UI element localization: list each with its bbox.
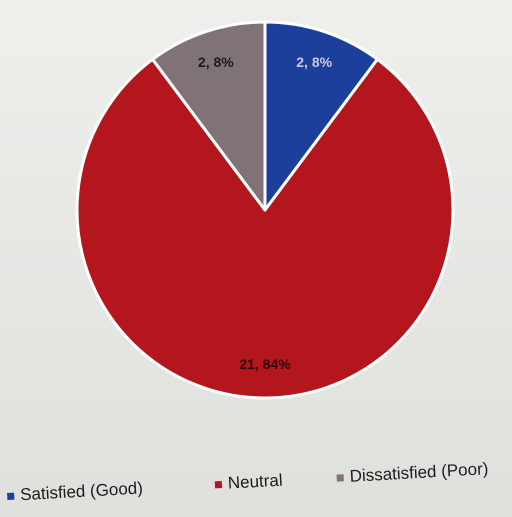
legend-swatch-satisfied — [7, 492, 15, 500]
legend-label-neutral: Neutral — [227, 470, 284, 493]
pie-slice-neutral — [75, 57, 455, 400]
legend-item-dissatisfied: Dissatisfied (Poor) — [336, 459, 489, 487]
slice-label-dissatisfied: 2, 8% — [198, 54, 234, 70]
pie-slice-satisfied — [263, 20, 379, 212]
pie-slice-dissatisfied — [151, 20, 267, 212]
legend-label-satisfied: Satisfied (Good) — [19, 478, 144, 505]
legend-swatch-dissatisfied — [336, 473, 344, 482]
legend-item-satisfied: Satisfied (Good) — [7, 478, 144, 506]
slice-label-neutral: 21, 84% — [239, 356, 291, 372]
legend-item-neutral: Neutral — [214, 471, 283, 495]
legend-swatch-neutral — [214, 480, 223, 488]
slice-label-satisfied: 2, 8% — [296, 54, 332, 70]
legend-label-dissatisfied: Dissatisfied (Poor) — [349, 459, 489, 486]
